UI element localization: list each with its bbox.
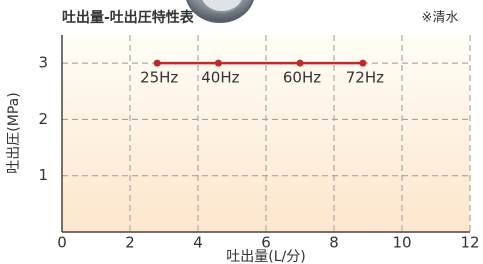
note: ※清水 — [422, 11, 459, 26]
y-tick-label: 2 — [38, 110, 48, 128]
decoration — [186, 0, 254, 22]
point-label: 60Hz — [283, 69, 321, 87]
x-tick-label: 6 — [261, 234, 271, 252]
chart-title: 吐出量-吐出圧特性表 — [62, 9, 195, 26]
x-tick-label: 12 — [460, 234, 479, 252]
plot-background — [62, 35, 470, 232]
data-point — [215, 60, 222, 67]
data-point — [359, 60, 366, 67]
x-tick-label: 10 — [392, 234, 411, 252]
point-label: 72Hz — [346, 69, 384, 87]
page: 吐出量-吐出圧特性表 ※清水 吐出量(L/分) 吐出圧(MPa) 0246810… — [0, 0, 483, 264]
chart: 吐出量-吐出圧特性表 ※清水 吐出量(L/分) 吐出圧(MPa) 0246810… — [0, 0, 483, 264]
x-tick-label: 0 — [57, 234, 67, 252]
y-axis-label: 吐出圧(MPa) — [6, 92, 22, 173]
point-label: 25Hz — [140, 69, 178, 87]
y-tick-label: 1 — [38, 166, 48, 184]
data-point — [297, 60, 304, 67]
point-label: 40Hz — [201, 69, 239, 87]
x-tick-label: 8 — [329, 234, 339, 252]
x-tick-label: 2 — [125, 234, 135, 252]
y-tick-label: 3 — [38, 54, 48, 72]
x-tick-label: 4 — [193, 234, 203, 252]
data-point — [154, 60, 161, 67]
